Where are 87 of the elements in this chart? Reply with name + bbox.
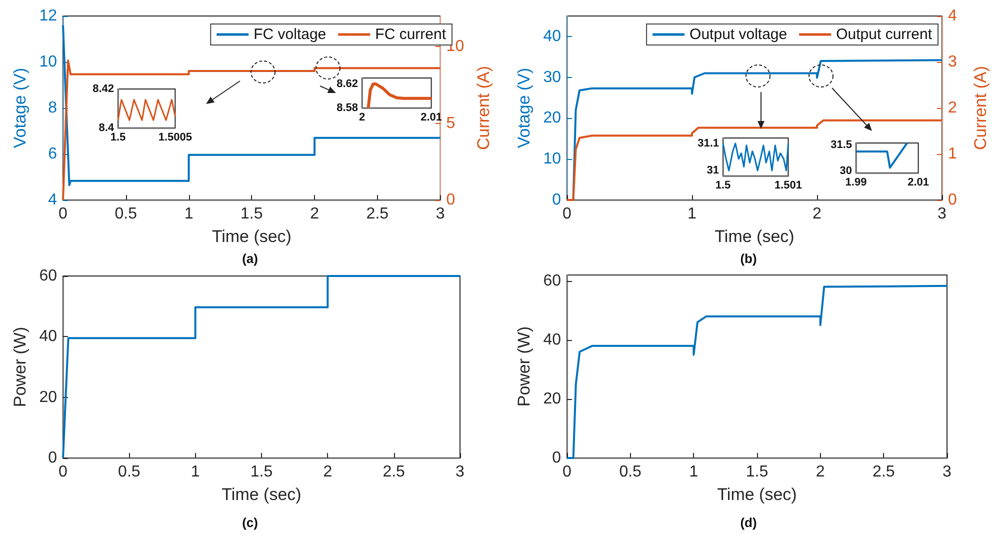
y-tick-label: 20 (543, 110, 562, 127)
x-tick-label: 0.5 (619, 464, 642, 480)
x-axis-title: Time (sec) (714, 227, 794, 246)
y-tick-label: 8.4 (98, 122, 115, 134)
x-tick-label: 2.01 (420, 112, 442, 124)
x-tick-label: 2.5 (872, 464, 895, 480)
x-tick-label: 1.99 (845, 176, 867, 188)
y-tick-label: 8.42 (92, 83, 114, 95)
x-tick-label: 0.5 (118, 464, 140, 480)
x-tick-label: 1.5 (746, 464, 768, 480)
x-tick-label: 2 (323, 464, 332, 480)
text: (d) (740, 515, 757, 530)
y-tick-label: 0 (48, 450, 58, 466)
x-tick-label: 0 (562, 464, 572, 480)
line-series (366, 82, 433, 110)
x-tick-label: 1 (689, 464, 698, 480)
y-tick-label: 40 (39, 328, 58, 346)
y-tick-label: 10 (543, 150, 562, 168)
line-series (722, 142, 789, 172)
x-tick-label: 1.501 (774, 180, 802, 192)
y-axis-title: Votage (V) (514, 68, 534, 148)
y-tick-label: 31.1 (698, 137, 719, 150)
x-tick-label: 1.5 (250, 464, 273, 480)
y-tick-label: 20 (39, 388, 58, 406)
legend-label: FC voltage (254, 26, 326, 43)
legend-label: FC current (375, 26, 447, 43)
y-tick-label: 8.62 (336, 78, 358, 90)
y-tick-label: 30 (840, 165, 852, 178)
line-series (62, 59, 442, 201)
text: (c) (242, 515, 258, 530)
y-tick-label: 60 (543, 272, 562, 290)
legend-label: Output current (836, 26, 933, 43)
x-tick-label: 1.5 (240, 206, 263, 222)
y2-tick-label: 1 (948, 146, 957, 162)
y2-tick-label: 3 (948, 54, 957, 70)
y-axis-title: Power (W) (10, 326, 30, 408)
line-series (62, 275, 461, 459)
x-tick-label: 3 (456, 464, 465, 480)
y2-tick-label: 4 (948, 8, 957, 24)
y-tick-label: 6 (48, 146, 58, 162)
x-tick-label: 0 (58, 464, 68, 480)
text: (b) (740, 251, 757, 266)
x-tick-label: 3 (942, 464, 952, 480)
y-tick-label: 40 (543, 28, 562, 45)
x-tick-label: 2.01 (908, 176, 930, 188)
y-tick-label: 12 (39, 8, 58, 24)
x-tick-label: 3 (938, 206, 947, 222)
x-tick-label: 1 (688, 206, 697, 222)
y-tick-label: 0 (552, 192, 562, 208)
y2-tick-label: 0 (446, 192, 456, 208)
x-tick-label: 1.5 (110, 132, 126, 144)
y-tick-label: 8.58 (336, 102, 358, 114)
y-tick-label: 4 (48, 192, 58, 208)
y2-axis-title: Current (A) (971, 66, 990, 150)
y-tick-label: 31.5 (830, 138, 852, 151)
x-tick-label: 0 (58, 206, 68, 222)
x-tick-label: 2.5 (366, 206, 389, 222)
y2-axis-title: Current (A) (474, 66, 493, 150)
x-tick-label: 1 (184, 206, 194, 222)
y-tick-label: 8 (48, 100, 58, 116)
line-series (566, 119, 943, 201)
y2-tick-label: 5 (446, 114, 456, 132)
x-tick-label: 1 (190, 464, 200, 480)
legend-label: Output voltage (690, 26, 788, 43)
y-tick-label: 30 (543, 68, 562, 86)
y-axis-title: Power (W) (514, 326, 534, 407)
x-tick-label: 2 (310, 206, 320, 222)
y-tick-label: 20 (543, 390, 562, 408)
y-tick-label: 60 (39, 268, 58, 284)
x-tick-label: 1.5 (715, 180, 731, 192)
x-tick-label: 2 (812, 206, 822, 222)
y2-tick-label: 0 (948, 192, 957, 208)
y-tick-label: 10 (39, 54, 58, 70)
text: (a) (242, 251, 258, 266)
x-axis-title: Time (sec) (212, 227, 292, 246)
x-tick-label: 3 (436, 206, 445, 222)
x-tick-label: 2 (816, 464, 825, 480)
x-tick-label: 1.5005 (158, 132, 192, 144)
x-axis-title: Time (sec) (717, 485, 797, 504)
x-tick-label: 0 (562, 206, 572, 222)
y-tick-label: 40 (543, 331, 562, 348)
x-tick-label: 2.5 (382, 464, 406, 480)
y-tick-label: 31 (706, 164, 719, 177)
x-axis-title: Time (sec) (222, 485, 302, 504)
x-tick-label: 0.5 (114, 206, 138, 222)
y-axis-title: Votage (V) (10, 68, 30, 148)
y-tick-label: 0 (552, 450, 562, 466)
